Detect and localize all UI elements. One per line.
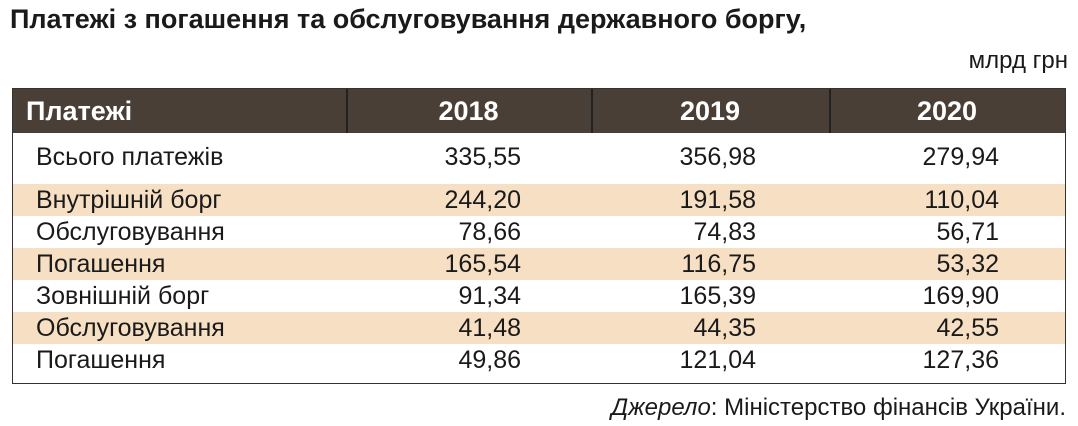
- row-label: Внутрішній борг: [36, 186, 222, 214]
- cell-value: 74,83: [693, 218, 756, 246]
- cell-value: 42,55: [936, 314, 999, 342]
- table: Платежі 2018 2019 2020 Всього платежів 335,5…: [12, 88, 1066, 384]
- row-label: Обслуговування: [36, 218, 225, 246]
- column-divider: [829, 89, 831, 133]
- title: Платежі з погашення та обслуговування де…: [10, 4, 807, 34]
- cell-value: 279,94: [922, 143, 999, 171]
- table-header: Платежі 2018 2019 2020: [13, 89, 1065, 133]
- column-header: 2018: [438, 96, 499, 126]
- cell-value: 110,04: [924, 186, 999, 214]
- row-label: Зовнішній борг: [36, 282, 210, 310]
- table-row: Всього платежів 335,55 356,98 279,94: [13, 141, 1065, 173]
- cell-value: 91,34: [458, 282, 521, 310]
- column-divider: [591, 89, 593, 133]
- cell-value: 56,71: [936, 218, 999, 246]
- cell-value: 49,86: [458, 346, 521, 374]
- column-header: 2020: [916, 96, 978, 126]
- cell-value: 165,54: [444, 250, 521, 278]
- column-header: Платежі: [26, 96, 133, 126]
- table-row: Погашення 165,54 116,75 53,32: [13, 248, 1065, 280]
- cell-value: 191,58: [679, 186, 756, 214]
- cell-value: 335,55: [444, 143, 521, 171]
- row-label: Обслуговування: [36, 314, 225, 342]
- cell-value: 121,04: [679, 346, 756, 374]
- table-row: Обслуговування 78,66 74,83 56,71: [13, 216, 1065, 248]
- row-label: Погашення: [36, 250, 166, 278]
- cell-value: 169,90: [922, 282, 999, 310]
- table-row: Зовнішній борг 91,34 165,39 169,90: [13, 280, 1065, 312]
- row-label: Погашення: [36, 346, 166, 374]
- source-text: : Міністерство фінансів України.: [710, 394, 1066, 421]
- cell-value: 44,35: [693, 314, 756, 342]
- source-label: Джерело: [611, 394, 711, 421]
- table-row: Обслуговування 41,48 44,35 42,55: [13, 312, 1065, 344]
- unit: млрд грн: [968, 47, 1068, 74]
- cell-value: 116,75: [681, 250, 756, 278]
- column-divider: [346, 89, 348, 133]
- source: Джерело: Міністерство фінансів України.: [611, 394, 1066, 422]
- cell-value: 165,39: [679, 282, 756, 310]
- cell-value: 41,48: [458, 314, 521, 342]
- cell-value: 127,36: [922, 346, 999, 374]
- cell-value: 244,20: [444, 186, 521, 214]
- table-row: Погашення 49,86 121,04 127,36: [13, 344, 1065, 376]
- row-label: Всього платежів: [36, 143, 224, 171]
- column-header: 2019: [679, 96, 741, 126]
- table-row: Внутрішній борг 244,20 191,58 110,04: [13, 184, 1065, 216]
- cell-value: 356,98: [679, 143, 756, 171]
- cell-value: 78,66: [458, 218, 521, 246]
- cell-value: 53,32: [936, 250, 999, 278]
